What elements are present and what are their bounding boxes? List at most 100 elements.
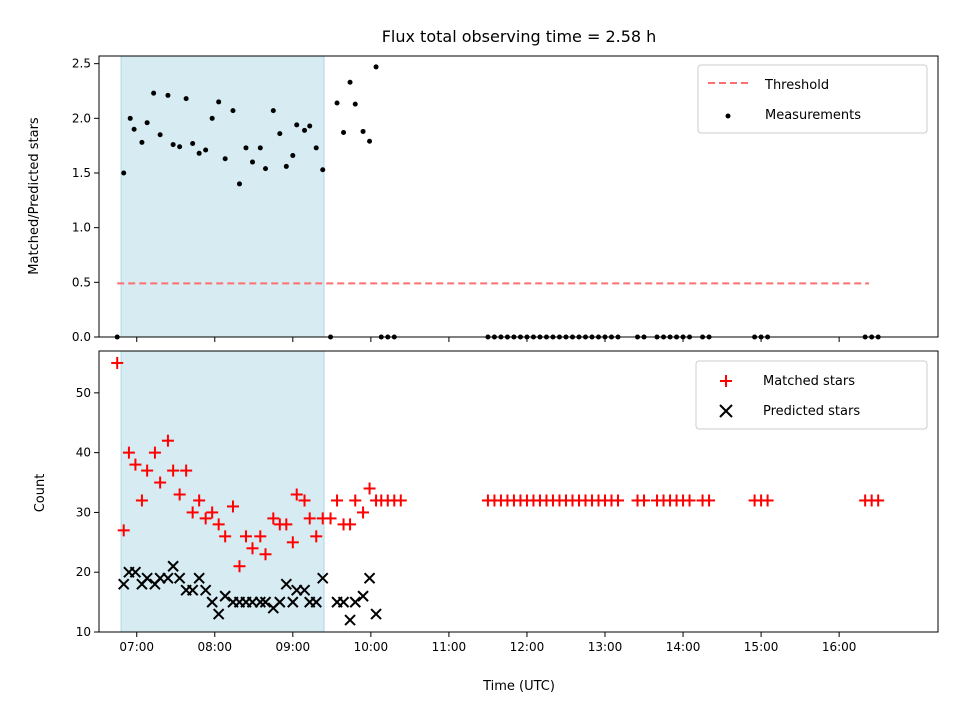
matched-star-point bbox=[683, 494, 696, 507]
matched-star-point bbox=[226, 500, 239, 513]
y-axis-ticks: 10 20 30 40 50 bbox=[76, 386, 99, 639]
measurement-point bbox=[127, 115, 133, 121]
measurement-point bbox=[196, 150, 202, 156]
legend-predicted-label: Predicted stars bbox=[763, 404, 860, 419]
predicted-star-point bbox=[310, 596, 322, 608]
matched-star-point bbox=[129, 458, 142, 471]
measurement-point bbox=[183, 96, 189, 102]
measurement-point bbox=[283, 163, 289, 169]
matched-star-point bbox=[117, 524, 130, 537]
axes-frame bbox=[98, 350, 939, 633]
matched-star-point bbox=[303, 512, 316, 525]
matched-star-point bbox=[349, 494, 362, 507]
matched-star-point bbox=[199, 512, 212, 525]
x-axis-label: Time (UTC) bbox=[482, 679, 555, 694]
matched-star-point bbox=[872, 494, 885, 507]
matched-star-point bbox=[286, 536, 299, 549]
matched-star-point bbox=[239, 530, 252, 543]
measurement-point bbox=[360, 128, 366, 134]
predicted-star-point bbox=[173, 572, 186, 584]
predicted-star-point bbox=[219, 590, 231, 602]
measurement-point bbox=[313, 145, 319, 151]
measurement-point bbox=[352, 101, 358, 107]
predicted-star-point bbox=[274, 596, 286, 608]
matched-star-point bbox=[173, 488, 186, 501]
y-tick-label: 20 bbox=[76, 565, 91, 579]
measurement-point bbox=[121, 170, 127, 176]
predicted-star-point bbox=[337, 596, 350, 608]
predicted-star-point bbox=[317, 572, 329, 584]
matched-star-point bbox=[122, 446, 135, 459]
y-axis-label-count: Count bbox=[33, 474, 48, 513]
legend-threshold-label: Threshold bbox=[764, 78, 829, 93]
legend-matched-label: Matched stars bbox=[763, 374, 855, 389]
predicted-star-point bbox=[141, 572, 153, 584]
measurement-point bbox=[277, 131, 283, 137]
matched-star-point bbox=[180, 464, 193, 477]
measurement-point bbox=[139, 139, 145, 145]
measurement-point bbox=[347, 79, 353, 85]
matched-star-point bbox=[612, 494, 625, 507]
x-axis-ticks: 07:00 08:00 09:00 10:00 11:00 12:00 13:00 14:00… bbox=[119, 632, 856, 654]
matched-star-point bbox=[212, 518, 225, 531]
count-points bbox=[111, 356, 885, 626]
measurement-point bbox=[165, 92, 171, 98]
legend-box bbox=[695, 360, 928, 430]
x-axis-ticks bbox=[136, 337, 840, 342]
predicted-star-point bbox=[118, 578, 130, 590]
measurement-point bbox=[230, 108, 236, 114]
matched-star-point bbox=[111, 356, 124, 369]
x-tick-label: 07:00 bbox=[119, 640, 154, 654]
predicted-star-point bbox=[186, 584, 199, 596]
y-tick-label: 50 bbox=[76, 386, 91, 400]
matched-star-point bbox=[344, 518, 357, 531]
measurement-point bbox=[334, 100, 340, 106]
y-tick-label: 30 bbox=[76, 505, 91, 519]
y-axis-ticks: 0.0 0.5 1.0 1.5 2.0 2.5 bbox=[72, 57, 99, 344]
predicted-star-point bbox=[344, 614, 356, 626]
measurement-point bbox=[367, 138, 373, 144]
measurement-point bbox=[222, 156, 228, 162]
matched-star-point bbox=[280, 518, 293, 531]
panel-count: 10 20 30 40 50 07:00 08:00 09:00 10:00 11:00 12:0… bbox=[33, 350, 939, 694]
measurement-point bbox=[373, 64, 379, 70]
legend-measurements-label: Measurements bbox=[765, 108, 861, 123]
x-tick-label: 16:00 bbox=[822, 640, 857, 654]
x-tick-label: 09:00 bbox=[276, 640, 311, 654]
measurement-point bbox=[151, 90, 157, 96]
axes-frame bbox=[98, 55, 939, 338]
measurement-point bbox=[294, 122, 300, 128]
legend-predicted-swatch bbox=[719, 404, 733, 418]
measurement-point bbox=[236, 181, 242, 187]
matched-star-point bbox=[290, 488, 303, 501]
measurement-point bbox=[249, 159, 255, 165]
matched-star-point bbox=[219, 530, 232, 543]
chart-title: Flux total observing time = 2.58 h bbox=[382, 27, 657, 46]
measurement-point bbox=[257, 145, 263, 151]
matched-star-point bbox=[135, 494, 148, 507]
measurement-point bbox=[170, 142, 176, 148]
predicted-star-point bbox=[167, 560, 179, 572]
predicted-star-point bbox=[370, 608, 382, 620]
measurement-point bbox=[320, 167, 326, 173]
matched-star-point bbox=[254, 530, 267, 543]
x-tick-label: 12:00 bbox=[510, 640, 545, 654]
legend-box bbox=[697, 64, 928, 134]
matched-star-point bbox=[298, 494, 311, 507]
predicted-star-point bbox=[287, 596, 299, 608]
measurement-point bbox=[262, 166, 268, 172]
legend-matched-swatch bbox=[720, 375, 732, 387]
shaded-interval bbox=[120, 350, 325, 633]
matched-star-point bbox=[638, 494, 651, 507]
measurement-point bbox=[203, 147, 209, 153]
y-axis-label-ratio: Matched/Predicted stars bbox=[27, 117, 42, 275]
measurement-point bbox=[307, 123, 313, 129]
y-tick-label: 0.5 bbox=[72, 275, 91, 289]
legend-measurements-swatch bbox=[725, 113, 731, 119]
y-tick-label: 10 bbox=[76, 625, 91, 639]
matched-star-point bbox=[193, 494, 206, 507]
predicted-star-point bbox=[259, 596, 272, 608]
y-tick-label: 2.0 bbox=[72, 111, 91, 125]
matched-star-point bbox=[703, 494, 716, 507]
measurement-point bbox=[190, 140, 196, 146]
